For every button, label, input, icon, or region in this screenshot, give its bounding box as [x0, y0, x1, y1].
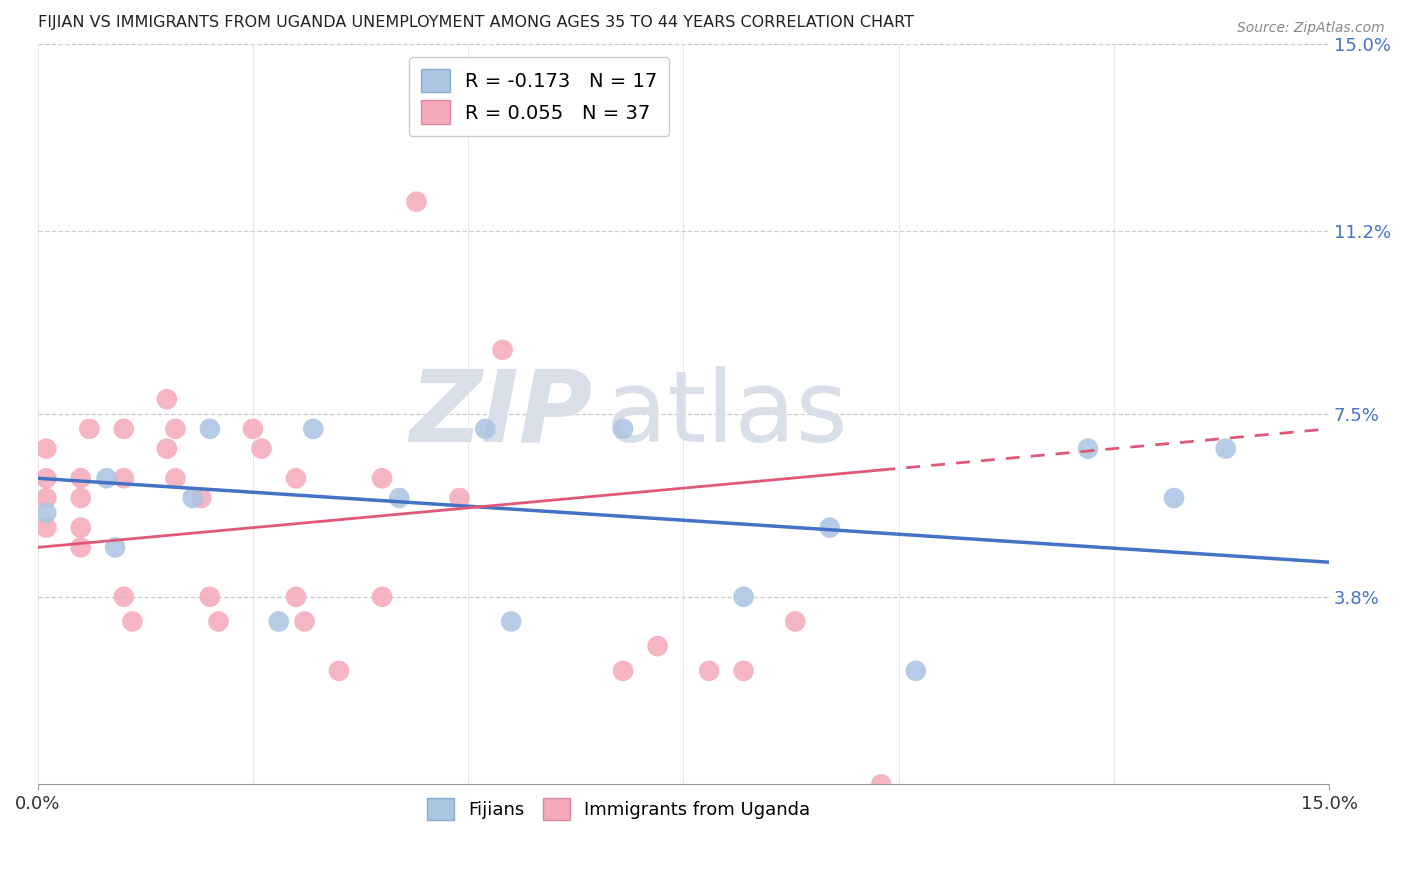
Point [612, 664, 634, 678]
Point [1215, 442, 1237, 456]
Point [870, 777, 893, 791]
Point [302, 422, 325, 436]
Point [267, 615, 290, 629]
Point [181, 491, 204, 505]
Point [328, 664, 350, 678]
Point [198, 590, 221, 604]
Point [449, 491, 471, 505]
Point [904, 664, 927, 678]
Point [647, 639, 669, 653]
Point [1163, 491, 1185, 505]
Point [35, 491, 58, 505]
Point [1077, 442, 1099, 456]
Point [371, 590, 394, 604]
Point [474, 422, 496, 436]
Point [35, 521, 58, 535]
Text: atlas: atlas [606, 366, 848, 463]
Point [156, 442, 179, 456]
Point [405, 194, 427, 209]
Point [612, 422, 634, 436]
Point [190, 491, 212, 505]
Point [165, 422, 187, 436]
Point [733, 664, 755, 678]
Point [35, 506, 58, 520]
Point [112, 471, 135, 485]
Point [69, 491, 91, 505]
Point [388, 491, 411, 505]
Point [69, 471, 91, 485]
Point [112, 422, 135, 436]
Point [207, 615, 229, 629]
Point [284, 590, 307, 604]
Point [79, 422, 101, 436]
Point [104, 541, 127, 555]
Point [35, 471, 58, 485]
Point [501, 615, 523, 629]
Point [156, 392, 179, 407]
Point [165, 471, 187, 485]
Point [96, 471, 118, 485]
Point [371, 471, 394, 485]
Legend: Fijians, Immigrants from Uganda: Fijians, Immigrants from Uganda [420, 791, 818, 827]
Point [35, 442, 58, 456]
Point [785, 615, 807, 629]
Point [242, 422, 264, 436]
Text: ZIP: ZIP [411, 366, 593, 463]
Point [818, 521, 841, 535]
Point [69, 521, 91, 535]
Text: Source: ZipAtlas.com: Source: ZipAtlas.com [1237, 21, 1385, 36]
Point [198, 422, 221, 436]
Point [294, 615, 316, 629]
Point [69, 541, 91, 555]
Point [491, 343, 513, 357]
Text: FIJIAN VS IMMIGRANTS FROM UGANDA UNEMPLOYMENT AMONG AGES 35 TO 44 YEARS CORRELAT: FIJIAN VS IMMIGRANTS FROM UGANDA UNEMPLO… [38, 15, 914, 30]
Point [250, 442, 273, 456]
Point [697, 664, 720, 678]
Point [284, 471, 307, 485]
Point [112, 590, 135, 604]
Point [121, 615, 143, 629]
Point [733, 590, 755, 604]
